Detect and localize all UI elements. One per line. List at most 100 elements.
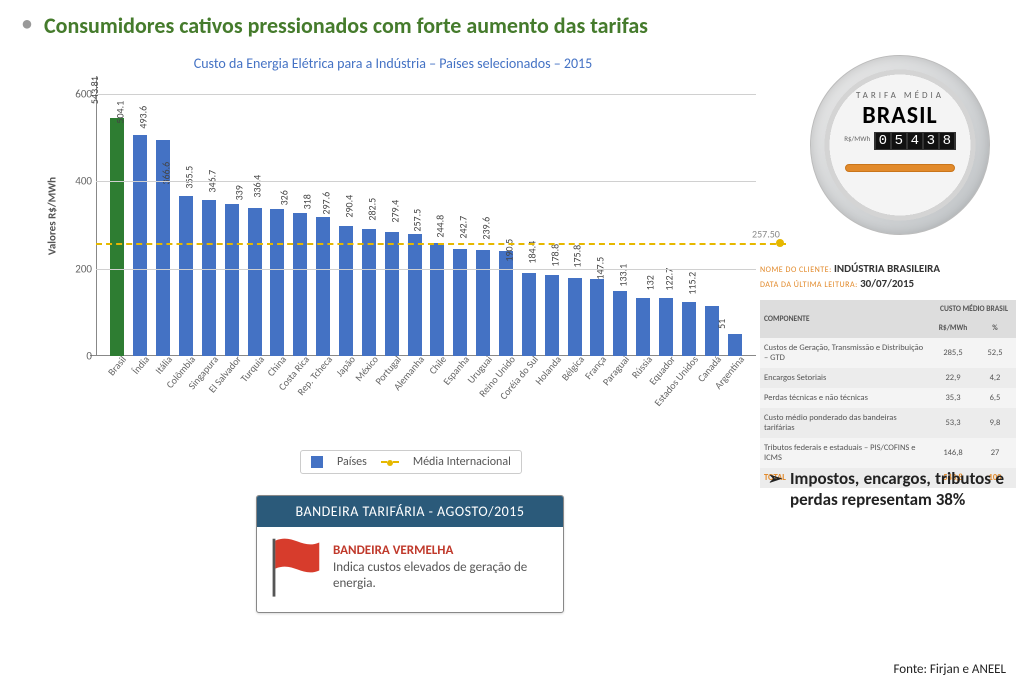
- bandeira-desc: Indica custos elevados de geração de ene…: [333, 560, 527, 591]
- bandeira-header: BANDEIRA TARIFÁRIA - AGOSTO/2015: [257, 496, 563, 527]
- chart-plot-area: Valores R$/MWh 543.81504.1493.6366.6355.…: [96, 76, 756, 356]
- cell-rs: 285,5: [932, 338, 974, 368]
- chart-bar: 326: [293, 213, 307, 356]
- legend-label-ref: Média Internacional: [413, 455, 511, 469]
- source-footer: Fonte: Firjan e ANEEL: [893, 662, 1006, 677]
- cell-rs: 35,3: [932, 388, 974, 408]
- cell-rs: 22,9: [932, 368, 974, 388]
- meter-slot: [845, 164, 955, 172]
- chart-gridline: [96, 94, 756, 95]
- cost-table: COMPONENTE CUSTO MÉDIO BRASIL R$/MWh % C…: [760, 300, 1016, 488]
- cell-pct: 4,2: [974, 368, 1016, 388]
- th-group: CUSTO MÉDIO BRASIL: [932, 300, 1016, 319]
- meter-unit: R$/MWh: [844, 134, 870, 143]
- chart-x-category: Índia: [129, 353, 152, 377]
- chart-bar-value: 178.8: [548, 244, 563, 267]
- chart-bar: 346.7: [225, 204, 239, 356]
- cell-component: Encargos Setoriais: [760, 368, 932, 388]
- legend-swatch-ref: [381, 461, 399, 463]
- table-row: Custo médio ponderado das bandeiras tari…: [760, 408, 1016, 438]
- chart-bar-value: 244.8: [434, 215, 449, 238]
- chart-bar-value: 257.5: [411, 209, 426, 232]
- chart-bar-value: 504.1: [114, 101, 129, 124]
- cliente-data-label: DATA DA ÚLTIMA LEITURA:: [760, 280, 858, 290]
- chart-bar-value: 133.1: [617, 264, 632, 287]
- meter-gauge: TARIFA MÉDIA BRASIL R$/MWh 05438: [800, 55, 1000, 235]
- chart-bar: 290.4: [362, 229, 376, 356]
- chart-bar-value: 51: [714, 318, 729, 328]
- cell-component: Perdas técnicas e não técnicas: [760, 388, 932, 408]
- cliente-data: 30/07/2015: [860, 277, 914, 290]
- chart-bar-value: 242.7: [457, 216, 472, 239]
- chart-x-category: Bélgica: [558, 353, 586, 383]
- cliente-nome: INDÚSTRIA BRASILEIRA: [834, 262, 940, 275]
- chart-bar: 543.81: [110, 118, 124, 356]
- chart-bar: 282.5: [385, 232, 399, 356]
- th-rs: R$/MWh: [932, 319, 974, 338]
- chart-bar-value: 355.5: [182, 166, 197, 189]
- chart-bar: 366.6: [179, 196, 193, 356]
- chart-legend: Países Média Internacional: [300, 450, 522, 474]
- chart-bar: 244.8: [453, 249, 467, 356]
- chart-bar-value: 493.6: [137, 106, 152, 129]
- chart-bar-value: 290.4: [342, 195, 357, 218]
- chart-bar-value: 239.6: [480, 217, 495, 240]
- th-component: COMPONENTE: [760, 300, 932, 338]
- chart-bar: 178.8: [568, 278, 582, 356]
- cliente-info: NOME DO CLIENTE: INDÚSTRIA BRASILEIRA DA…: [760, 262, 1010, 292]
- table-row: Perdas técnicas e não técnicas35,36,5: [760, 388, 1016, 408]
- odometer-digit: 5: [892, 133, 906, 149]
- chart-y-axis-label: Valores R$/MWh: [46, 177, 59, 255]
- th-pct: %: [974, 319, 1016, 338]
- chart-bar: 122.7: [682, 302, 696, 356]
- chart-reference-line: [96, 243, 786, 245]
- chart-bar-value: 297.6: [320, 192, 335, 215]
- cell-rs: 53,3: [932, 408, 974, 438]
- bar-chart: Custo da Energia Elétrica para a Indústr…: [48, 55, 738, 425]
- cell-rs: 146,8: [932, 438, 974, 468]
- bullet-note: Impostos, encargos, tributos e perdas re…: [790, 468, 1004, 511]
- chart-x-labels: BrasilÍndiaItáliaColômbiaSingapuraEl Sal…: [96, 353, 756, 443]
- chart-reference-label: 257.50: [752, 228, 780, 241]
- cell-pct: 52,5: [974, 338, 1016, 368]
- table-row: Tributos federais e estaduais – PIS/COFI…: [760, 438, 1016, 468]
- legend-label-series: Países: [337, 455, 367, 469]
- chart-ytick: 400: [64, 175, 92, 188]
- chart-bar: 279.4: [408, 234, 422, 356]
- cell-component: Custo médio ponderado das bandeiras tari…: [760, 408, 932, 438]
- chart-bar: 190.5: [522, 273, 536, 356]
- chart-gridline: [96, 181, 756, 182]
- meter-overline: TARIFA MÉDIA: [811, 56, 989, 101]
- flag-icon: [267, 535, 323, 600]
- bandeira-text: BANDEIRA VERMELHA Indica custos elevados…: [333, 543, 553, 592]
- cell-pct: 9,8: [974, 408, 1016, 438]
- slide-title: Consumidores cativos pressionados com fo…: [0, 0, 1024, 39]
- table-row: Encargos Setoriais22,94,2: [760, 368, 1016, 388]
- chart-bars: 543.81504.1493.6366.6355.5346.7339336.43…: [96, 76, 756, 356]
- odometer-digit: 8: [940, 133, 954, 149]
- chart-bar: 133.1: [636, 298, 650, 356]
- chart-bar: 175.8: [590, 279, 604, 356]
- cliente-nome-label: NOME DO CLIENTE:: [760, 265, 832, 275]
- odometer-digit: 3: [924, 133, 938, 149]
- chart-bar: 239.6: [499, 251, 513, 356]
- chart-bar-value: 336.4: [251, 175, 266, 198]
- chart-bar: 184.4: [545, 275, 559, 356]
- chart-bar-value: 122.7: [662, 268, 677, 291]
- chart-bar: 504.1: [133, 135, 147, 356]
- chart-bar: 318: [316, 217, 330, 356]
- chart-bar: 336.4: [270, 209, 284, 356]
- chart-bar-value: 190.5: [502, 238, 517, 261]
- table-row: Custos de Geração, Transmissão e Distrib…: [760, 338, 1016, 368]
- cell-pct: 6,5: [974, 388, 1016, 408]
- chart-x-category: Turquia: [237, 353, 267, 385]
- legend-swatch-series: [311, 456, 323, 468]
- meter-brand: BRASIL: [811, 101, 989, 130]
- chart-bar-value: 115.2: [685, 271, 700, 294]
- odometer-digit: 0: [876, 133, 890, 149]
- cell-pct: 27: [974, 438, 1016, 468]
- chart-bar: 242.7: [476, 250, 490, 356]
- chart-bar: 132: [659, 298, 673, 356]
- cell-component: Tributos federais e estaduais – PIS/COFI…: [760, 438, 932, 468]
- chart-bar: 257.5: [430, 243, 444, 356]
